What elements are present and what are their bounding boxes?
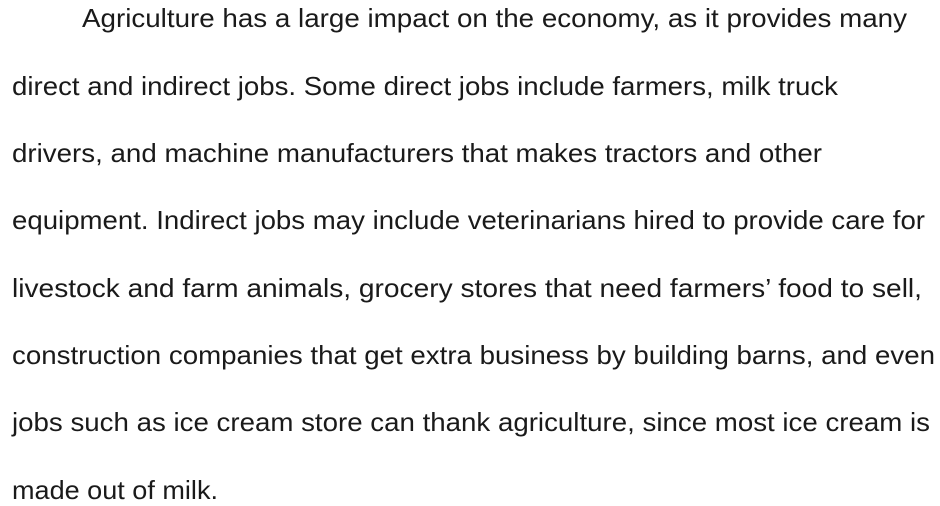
text-line: livestock and farm animals, grocery stor…	[12, 273, 922, 303]
text-line: construction companies that get extra bu…	[12, 340, 935, 370]
text-line: drivers, and machine manufacturers that …	[12, 138, 822, 168]
text-line: made out of milk.	[12, 475, 218, 505]
text-line: direct and indirect jobs. Some direct jo…	[12, 71, 839, 101]
text-line: jobs such as ice cream store can thank a…	[11, 407, 930, 437]
text-line: Agriculture has a large impact on the ec…	[82, 3, 907, 33]
text-line: equipment. Indirect jobs may include vet…	[12, 205, 925, 235]
